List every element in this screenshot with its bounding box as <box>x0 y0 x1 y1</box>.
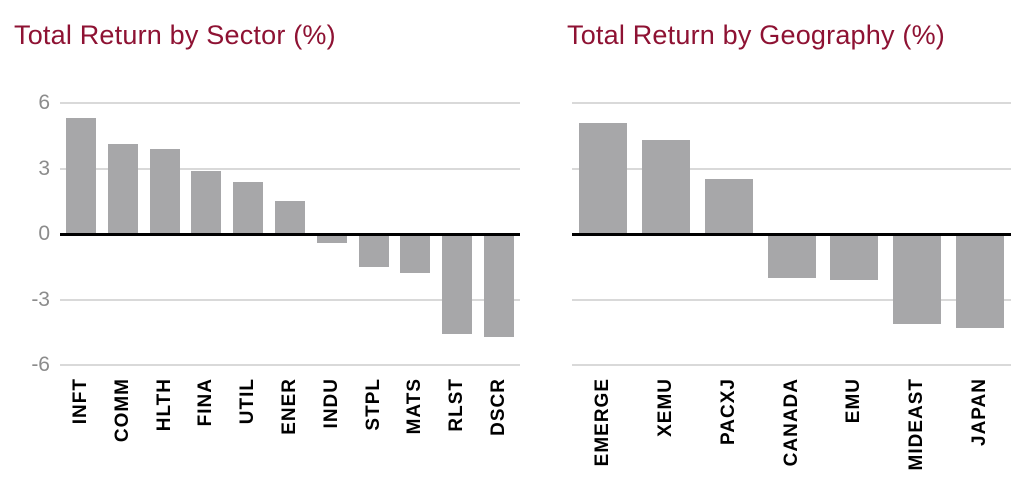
bar-mideast <box>892 234 941 324</box>
x-axis-label: STPL <box>362 378 384 431</box>
y-axis-tick-label: 0 <box>38 222 50 245</box>
x-axis-label: XEMU <box>655 378 677 437</box>
y-axis-tick-label: 3 <box>38 156 50 180</box>
bar-pacxj <box>704 179 753 234</box>
geography-chart-plot: EMERGE XEMU PACXJ CANADA EMU MIDEAST JAPAN <box>572 102 1011 471</box>
bar-canada <box>767 234 816 278</box>
x-axis-label: DSCR <box>488 378 510 436</box>
gridline <box>572 102 1011 104</box>
zero-axis-line <box>60 232 520 236</box>
bar-indu <box>316 234 347 243</box>
bar-util <box>233 181 264 234</box>
x-axis-label: COMM <box>111 378 133 443</box>
y-axis-tick-label: -6 <box>31 353 50 376</box>
bar-ener <box>275 201 305 234</box>
x-axis-label: MATS <box>404 378 426 435</box>
x-axis-label: INDU <box>320 378 342 429</box>
x-axis-label: CANADA <box>780 378 802 467</box>
gridline <box>60 298 520 301</box>
bar-emu <box>830 234 879 280</box>
gridline <box>60 167 520 170</box>
x-axis-label: ENER <box>279 378 300 435</box>
x-axis-label: PACXJ <box>717 378 739 445</box>
bar-japan <box>955 234 1004 328</box>
sector-return-chart: Total Return by Sector (%) 6 3 0 -3 -6 INFT CO… <box>14 20 520 442</box>
bar-mats <box>400 234 431 274</box>
bar-inft <box>65 118 96 234</box>
y-axis-tick-label: 6 <box>38 91 50 114</box>
x-axis-label: RLST <box>446 378 468 432</box>
bar-emerge <box>579 122 628 234</box>
bar-hlth <box>149 148 180 234</box>
y-axis-tick-label: -3 <box>31 287 50 311</box>
bar-dscr <box>484 234 515 337</box>
gridline <box>60 102 520 104</box>
x-axis-label: EMERGE <box>592 378 614 467</box>
x-axis-label: FINA <box>195 378 217 427</box>
gridline <box>572 167 1011 170</box>
gridline <box>572 364 1011 366</box>
bar-fina <box>191 170 222 234</box>
geography-return-chart: Total Return by Geography (%) EMERGE XEMU… <box>530 0 1029 490</box>
bar-comm <box>107 144 138 234</box>
bar-xemu <box>642 140 691 234</box>
zero-axis-line <box>572 232 1011 236</box>
x-axis-label: INFT <box>69 378 91 425</box>
x-axis-label: MIDEAST <box>905 378 927 471</box>
gridline <box>572 298 1011 301</box>
geography-chart-title: Total Return by Geography (%) <box>567 20 945 50</box>
sector-chart-plot: 6 3 0 -3 -6 INFT COMM HLTH FINA UTIL ENER INDU STPL M… <box>31 91 520 442</box>
gridline <box>60 364 520 366</box>
x-axis-label: UTIL <box>237 378 259 425</box>
bar-rlst <box>442 234 473 335</box>
bar-stpl <box>358 234 389 267</box>
sector-chart-title: Total Return by Sector (%) <box>14 20 336 50</box>
x-axis-label: EMU <box>843 378 865 424</box>
x-axis-label: JAPAN <box>968 378 990 446</box>
x-axis-label: HLTH <box>153 378 175 432</box>
